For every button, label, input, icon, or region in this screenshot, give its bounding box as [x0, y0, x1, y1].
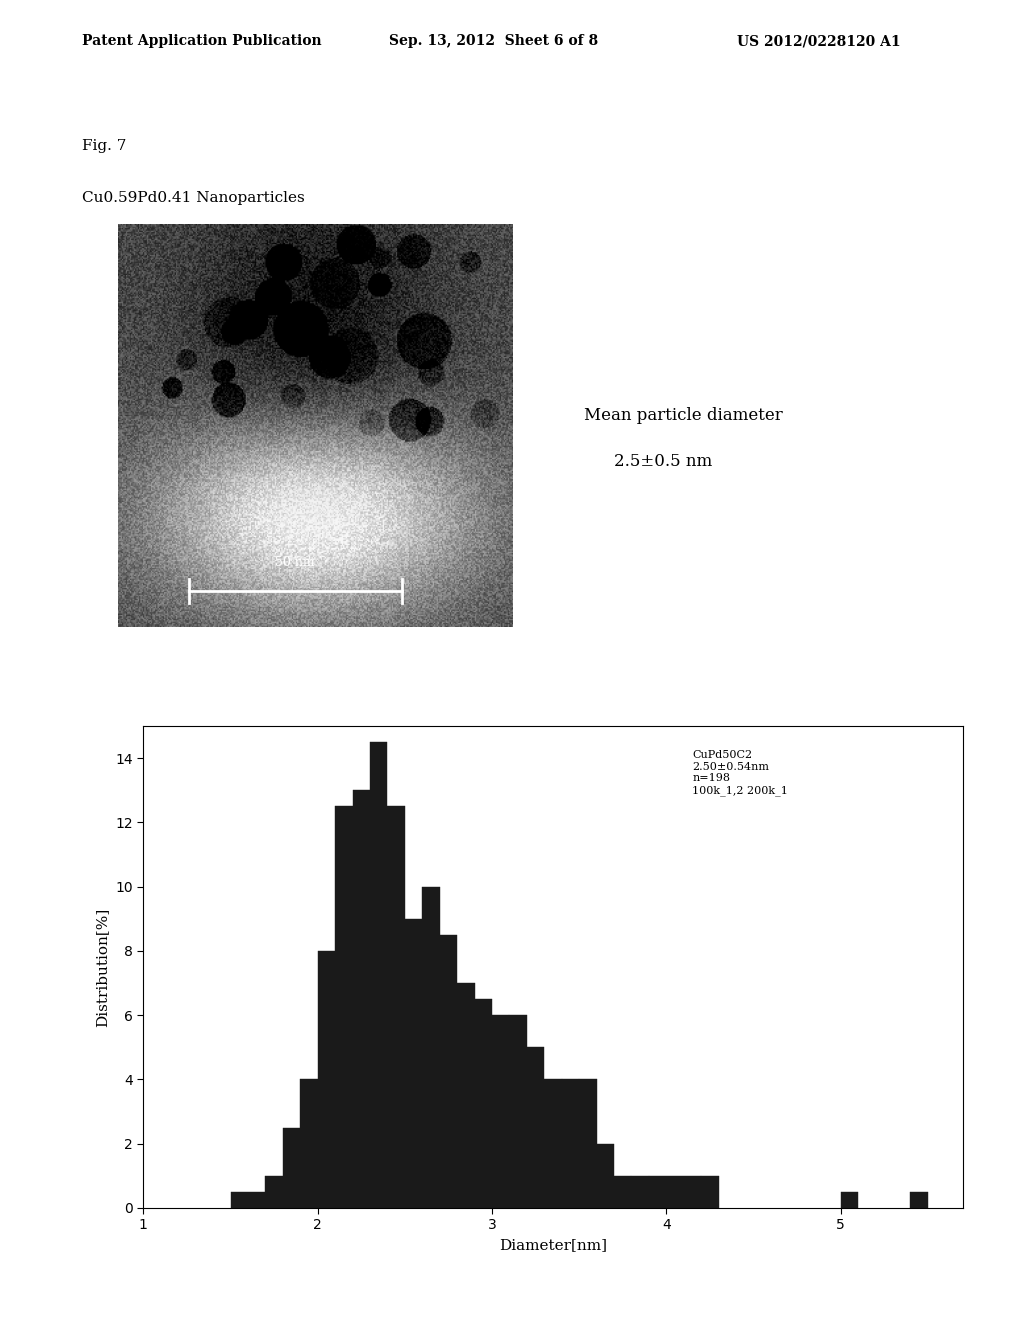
X-axis label: Diameter[nm]: Diameter[nm] [499, 1238, 607, 1251]
Text: 50 nm: 50 nm [275, 556, 315, 569]
Bar [614, 1176, 632, 1208]
Bar [230, 1192, 265, 1208]
Text: Cu0.59Pd0.41 Nanoparticles: Cu0.59Pd0.41 Nanoparticles [82, 191, 305, 206]
Text: 2.5±0.5 nm: 2.5±0.5 nm [614, 454, 713, 470]
Bar [404, 919, 422, 1208]
Bar [649, 1176, 701, 1208]
Bar [701, 1176, 719, 1208]
Bar [457, 983, 474, 1208]
Bar [300, 1080, 317, 1208]
Bar [509, 1015, 526, 1208]
Bar [387, 807, 404, 1208]
Bar [526, 1047, 544, 1208]
Text: Mean particle diameter: Mean particle diameter [584, 408, 782, 424]
Bar [439, 935, 457, 1208]
Bar [597, 1143, 614, 1208]
Bar [352, 791, 370, 1208]
Bar [632, 1176, 649, 1208]
Bar [283, 1127, 300, 1208]
Bar [841, 1192, 858, 1208]
Text: Patent Application Publication: Patent Application Publication [82, 34, 322, 49]
Bar [370, 742, 387, 1208]
Bar [317, 950, 335, 1208]
Bar [422, 887, 439, 1208]
Bar [544, 1080, 562, 1208]
Bar [910, 1192, 928, 1208]
Text: Sep. 13, 2012  Sheet 6 of 8: Sep. 13, 2012 Sheet 6 of 8 [389, 34, 598, 49]
Text: CuPd50C2
2.50±0.54nm
n=198
100k_1,2 200k_1: CuPd50C2 2.50±0.54nm n=198 100k_1,2 200k… [692, 750, 788, 796]
Bar [265, 1176, 283, 1208]
Y-axis label: Distribution[%]: Distribution[%] [96, 907, 110, 1027]
Bar [474, 999, 492, 1208]
Bar [335, 807, 352, 1208]
Bar [492, 1015, 509, 1208]
Text: Fig. 7: Fig. 7 [82, 139, 126, 153]
Bar [580, 1080, 597, 1208]
Bar [562, 1080, 580, 1208]
Text: US 2012/0228120 A1: US 2012/0228120 A1 [737, 34, 901, 49]
